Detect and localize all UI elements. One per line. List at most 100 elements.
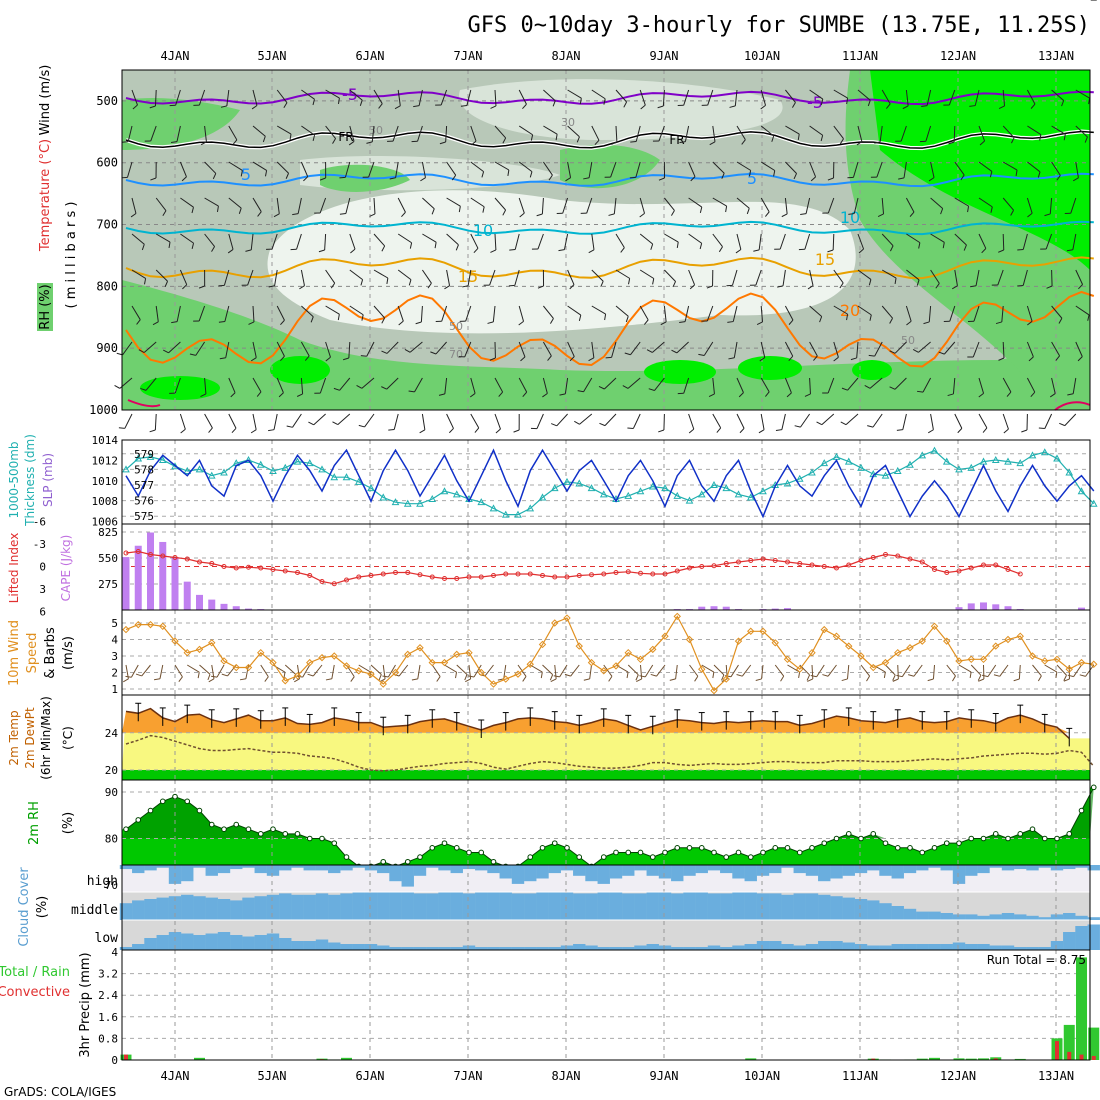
wind10m-barb: [141, 664, 151, 677]
cloud-bar-middle: [119, 903, 133, 920]
wind10m-barb: [885, 664, 896, 676]
wind-barb-flag: [140, 387, 147, 391]
wind-barb: [712, 125, 716, 142]
pressure-tick-label: 900: [96, 341, 118, 355]
wind10m-barb: [970, 664, 982, 676]
wind-barb: [297, 197, 302, 214]
thickness-marker: [820, 459, 829, 467]
cloud-bar-high: [683, 865, 696, 876]
cloud-bar-middle: [462, 893, 476, 920]
wind10m-marker: [342, 662, 351, 670]
label-wind10m-barbs: & Barbs: [43, 627, 58, 679]
wind-barb: [276, 197, 280, 214]
thickness-marker: [575, 479, 584, 487]
wind10m-barb-flag: [1063, 678, 1070, 682]
wind10m-barb: [199, 664, 211, 675]
wind-barb: [591, 341, 595, 358]
wind-barb: [639, 269, 655, 279]
wind-barb-flag: [473, 247, 479, 254]
wind-barb: [1002, 341, 1005, 359]
cloud-bar-middle: [1038, 917, 1051, 920]
wind10m-marker: [1028, 652, 1037, 660]
thickness-tick-label: 577: [134, 479, 154, 492]
cloud-bar-middle: [279, 893, 292, 920]
cloud-bar-high: [560, 865, 574, 871]
wind-barb: [856, 341, 859, 358]
wind10m-barb: [958, 664, 972, 673]
wind-barb: [470, 125, 477, 142]
rh2m-marker: [453, 845, 460, 851]
contour-label: -5: [342, 85, 358, 104]
lifted-index-marker: [785, 559, 790, 565]
cloud-bar-low: [181, 933, 194, 950]
cloud-bar-high: [842, 865, 855, 876]
wind-barb: [1026, 89, 1036, 105]
cloud-bar-low: [1001, 945, 1015, 950]
wind10m-marker: [992, 642, 1000, 650]
wind-barb-flag: [149, 429, 156, 433]
wind-barb-flag: [676, 241, 679, 249]
wind-barb: [175, 89, 181, 106]
cloud-bar-high: [916, 865, 929, 871]
wind-barb-flag: [339, 176, 346, 179]
thickness-marker: [795, 474, 804, 482]
top-date-axis: 4JAN 5JAN 6JAN 7JAN 8JAN 9JAN 10JAN 11JAN 12JAN 1…: [161, 49, 1075, 63]
wind10m-barb: [589, 664, 592, 679]
cloud-bar-high: [891, 865, 904, 879]
wind-barb: [195, 341, 206, 356]
wind10m-barb: [456, 664, 468, 675]
cloud-bar-high: [193, 865, 206, 868]
cloud-bar-low: [891, 944, 904, 950]
wind10m-marker: [134, 620, 142, 629]
wind-barb-flag: [1055, 355, 1060, 361]
wind-barb: [760, 161, 776, 171]
wind-barb-flag: [657, 105, 664, 109]
wind-barb: [145, 377, 157, 391]
cloud-bar-low: [242, 936, 255, 950]
cloud-bar-middle: [671, 893, 684, 920]
wind-barb-flag: [1017, 284, 1024, 287]
wind-barb: [292, 413, 302, 428]
wind-barb: [492, 305, 496, 322]
wind10m-marker: [845, 642, 853, 650]
contour-label: 10: [840, 208, 860, 227]
rh-legend-swatch: [37, 283, 53, 331]
wind-barb-flag: [909, 211, 915, 217]
wind10m-marker: [465, 648, 473, 657]
wind-barb: [615, 305, 629, 317]
wind10m-marker: [1065, 665, 1073, 673]
cloud-bar-high: [1063, 865, 1076, 870]
contour-label: 15: [815, 250, 835, 269]
wind-barb-flag: [1027, 320, 1033, 326]
wind10m-barb: [216, 664, 225, 678]
cloud-bar-middle: [965, 914, 978, 920]
wind10m-tick-label: 1: [111, 683, 118, 696]
wind-barb-flag: [1084, 136, 1088, 143]
wind-barb: [252, 341, 257, 358]
wind-barb: [567, 89, 582, 99]
cloud-bar-low: [781, 944, 794, 950]
wind-barb: [978, 197, 993, 208]
panel-frame: [121, 949, 1091, 1061]
cloud-bar-middle: [720, 893, 733, 920]
cape-bar: [955, 607, 963, 610]
precip-tick-label: 0: [111, 1054, 118, 1067]
wind-barb: [952, 377, 956, 394]
lifted-index-marker: [993, 562, 999, 568]
wind-barb: [366, 341, 375, 357]
rh2m-marker: [956, 840, 962, 846]
wind-barb-flag: [378, 103, 383, 109]
wind-barb: [543, 89, 556, 102]
wind-barb: [734, 89, 738, 106]
wind-barb: [300, 269, 305, 286]
lifted-index-marker: [674, 568, 680, 574]
rh-saturated-blob: [852, 360, 892, 380]
wind10m-marker: [1041, 657, 1049, 665]
cloud-bar-middle: [181, 894, 194, 920]
wind-barb-flag: [289, 133, 292, 141]
wind10m-barb: [1044, 664, 1058, 673]
rh2m-marker: [845, 831, 852, 837]
wind10m-marker: [208, 639, 216, 647]
wind10m-barb: [529, 664, 543, 673]
